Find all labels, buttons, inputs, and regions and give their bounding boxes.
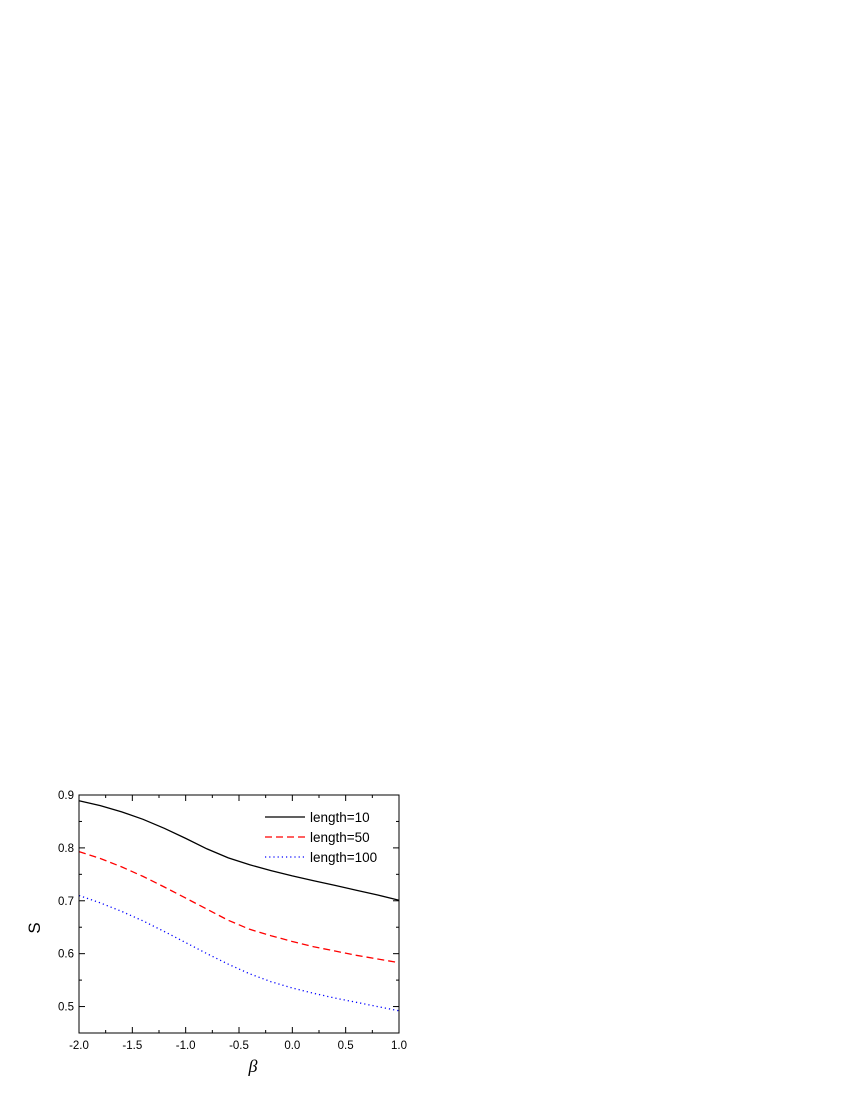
x-tick-label: -2.0 — [69, 1040, 89, 1052]
y-tick-label: 0.6 — [58, 949, 74, 961]
x-tick-label: -0.5 — [229, 1040, 249, 1052]
x-tick-label: 0.0 — [284, 1040, 300, 1052]
x-tick-label: 1.0 — [391, 1040, 407, 1052]
y-axis-label: S — [25, 922, 44, 933]
legend-label-1: length=10 — [310, 810, 370, 825]
series-line-3 — [78, 894, 400, 1012]
x-axis-label: β — [248, 1056, 258, 1076]
y-tick-label: 0.7 — [58, 896, 74, 908]
legend-label-2: length=50 — [310, 830, 370, 845]
series-line-1 — [78, 800, 400, 901]
y-tick-label: 0.8 — [58, 843, 74, 855]
y-tick-label: 0.5 — [58, 1002, 74, 1014]
legend: length=10 length=50 length=100 — [265, 810, 377, 865]
x-tick-label: -1.5 — [122, 1040, 142, 1052]
series-line-2 — [78, 850, 400, 964]
x-tick-label: 0.5 — [338, 1040, 354, 1052]
y-tick-label: 0.9 — [58, 790, 74, 802]
axes: -2.0 -1.5 -1.0 -0.5 0.0 0.5 1.0 0.5 0.6 0.7 0.8 0.9 — [58, 790, 407, 1052]
plot-area — [78, 800, 400, 1012]
legend-label-3: length=100 — [310, 850, 377, 865]
x-tick-label: -1.0 — [176, 1040, 196, 1052]
